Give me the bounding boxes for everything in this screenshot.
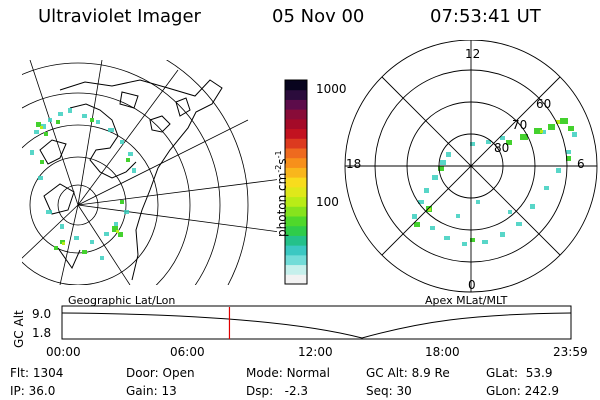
- gain-info: Gain: 13: [126, 384, 177, 398]
- timeline-x-tick-1200: 12:00: [298, 345, 333, 359]
- altitude-timeline: [61, 305, 572, 340]
- colorbar-swatch: [285, 109, 307, 120]
- timeline-y-axis-label: GC Alt: [12, 310, 26, 348]
- colorbar-swatch: [285, 177, 307, 188]
- timeline-x-tick-0000: 00:00: [46, 345, 81, 359]
- colorbar-swatch: [285, 89, 307, 100]
- door-info: Door: Open: [126, 366, 195, 380]
- mlat-label-70: 70: [512, 118, 528, 132]
- timeline-x-tick-1800: 18:00: [425, 345, 460, 359]
- colorbar-tick-100: 100: [316, 195, 339, 209]
- colorbar-swatch: [285, 118, 307, 130]
- colorbar-swatch: [285, 225, 307, 236]
- glat-info: GLat: 53.9: [486, 366, 553, 380]
- mlt-label-12: 12: [465, 47, 481, 61]
- gc-alt-info: GC Alt: 8.9 Re: [366, 366, 450, 380]
- seq-info: Seq: 30: [366, 384, 412, 398]
- mlt-label-0: 0: [468, 278, 476, 292]
- timeline-x-tick-2359: 23:59: [553, 345, 588, 359]
- flt-info: Flt: 1304: [10, 366, 64, 380]
- colorbar-swatch: [285, 235, 307, 246]
- colorbar-tick-1000: 1000: [316, 82, 347, 96]
- colorbar-swatch: [285, 216, 307, 227]
- colorbar-swatch: [285, 264, 307, 275]
- image-time: 07:53:41 UT: [430, 6, 541, 27]
- glon-info: GLon: 242.9: [486, 384, 559, 398]
- colorbar-swatch: [285, 157, 307, 168]
- colorbar-unit-label: photon cm-2s-1: [274, 150, 289, 237]
- colorbar-swatch: [285, 80, 307, 91]
- colorbar-swatch: [285, 148, 307, 159]
- colorbar-swatch: [285, 186, 307, 198]
- colorbar-swatch: [285, 254, 307, 266]
- right-panel-label: Apex MLat/MLT: [425, 294, 508, 307]
- colorbar-swatch: [285, 167, 307, 178]
- timeline-y-tick-9: 9.0: [32, 307, 52, 321]
- colorbar-swatch: [285, 99, 307, 110]
- geographic-map: [22, 60, 277, 285]
- colorbar-swatch: [285, 274, 307, 285]
- dsp-info: Dsp: -2.3: [246, 384, 309, 398]
- colorbar-swatch: [285, 196, 307, 207]
- colorbar-swatch: [285, 206, 307, 217]
- mode-info: Mode: Normal: [246, 366, 330, 380]
- image-date: 05 Nov 00: [272, 6, 365, 27]
- left-panel-label: Geographic Lat/Lon: [68, 294, 176, 307]
- ip-info: IP: 36.0: [10, 384, 56, 398]
- colorbar-swatch: [285, 128, 307, 139]
- mlat-label-60: 60: [536, 97, 552, 111]
- colorbar-swatch: [285, 245, 307, 256]
- timeline-x-tick-0600: 06:00: [170, 345, 205, 359]
- mlt-label-18: 18: [346, 157, 362, 171]
- magnetic-polar-plot: [344, 40, 598, 293]
- image-title: Ultraviolet Imager: [38, 6, 201, 27]
- mlat-label-80: 80: [494, 141, 510, 155]
- colorbar-swatch: [285, 138, 307, 149]
- timeline-y-tick-1.8: 1.8: [32, 326, 52, 340]
- mlt-label-6: 6: [577, 157, 585, 171]
- color-bar: [284, 79, 308, 285]
